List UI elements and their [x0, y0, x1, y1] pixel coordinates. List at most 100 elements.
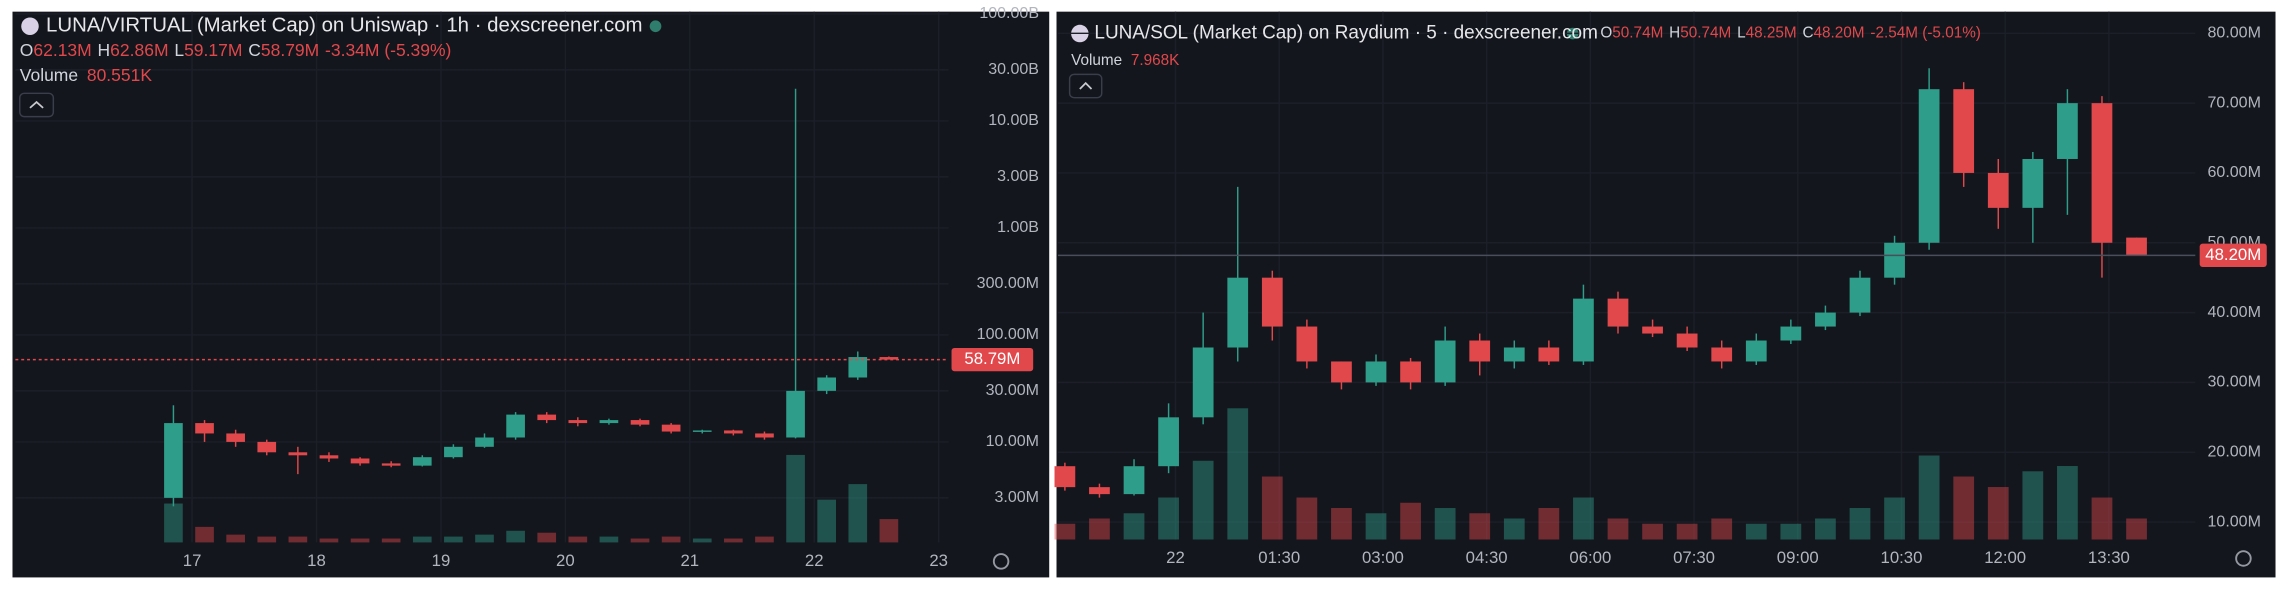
volume-bar [195, 526, 214, 543]
x-tick-label: 09:00 [1777, 548, 1819, 567]
volume-bar [1331, 508, 1352, 540]
volume-bar [1815, 518, 1836, 540]
volume-bar [164, 503, 183, 543]
candle-body [1676, 333, 1698, 348]
candle-body [475, 437, 494, 447]
volume-bar [1227, 408, 1249, 540]
candle-body [2126, 237, 2147, 256]
x-tick-label: 17 [183, 551, 202, 570]
ohlc-value: 48.25M [1746, 25, 1797, 42]
ohlc-value: 62.13M [33, 40, 91, 60]
x-tick-label: 13:30 [2088, 548, 2130, 567]
volume-bar [630, 538, 650, 543]
x-tick-label: 01:30 [1258, 548, 1300, 567]
candle-body [2022, 158, 2044, 208]
volume-bar [1745, 523, 1767, 540]
chart-title: LUNA/SOL (Market Cap) on Raydium · 5 · d… [1094, 23, 1597, 44]
volume-bar [1711, 518, 1733, 540]
candle-body [1849, 277, 1871, 313]
ohlc-legend: O62.13M H62.86M L59.17M C58.79M -3.34M (-5.3… [20, 40, 452, 60]
volume-bar [1365, 513, 1387, 540]
volume-bar [1676, 523, 1698, 540]
x-tick-label: 04:30 [1466, 548, 1508, 567]
volume-bar [1469, 513, 1491, 540]
candle-body [1884, 242, 1905, 278]
volume-bar [817, 499, 837, 543]
settings-button[interactable] [992, 553, 1010, 570]
candle-body [1400, 361, 1421, 383]
candle-body [1538, 347, 1560, 362]
x-tick-label: 22 [805, 551, 824, 570]
candle-body [195, 423, 214, 434]
candle-body [755, 433, 774, 438]
volume-bar [1953, 476, 1975, 540]
volume-bar [1192, 460, 1214, 540]
y-tick-label: 3.00B [997, 167, 1039, 185]
candle-body [1331, 361, 1352, 383]
ohlc-key: H [1669, 25, 1680, 42]
volume-bar [381, 538, 401, 543]
candle-body [1780, 326, 1802, 341]
volume-legend: Volume 80.551K [20, 64, 153, 84]
candle-body [412, 457, 432, 466]
volume-bar [226, 534, 245, 543]
collapse-icon [29, 100, 44, 109]
ohlc-value: 50.74M [1612, 25, 1663, 42]
volume-bar [1503, 518, 1525, 540]
ohlc-key: L [1737, 25, 1746, 42]
settings-button[interactable] [2235, 550, 2252, 567]
volume-bar [506, 530, 525, 543]
candle-body [879, 357, 899, 360]
volume-bar [1296, 497, 1318, 540]
ohlc-key: O [20, 40, 34, 60]
ohlc-change: -3.34M (-5.39%) [325, 40, 451, 60]
volume-bar [1400, 502, 1421, 540]
ohlc-legend: O50.74M H50.74M L48.25M C48.20M -2.54M (-5.0… [1600, 25, 1981, 42]
candle-body [817, 377, 837, 391]
price-tag-label: 58.79M [964, 349, 1020, 368]
x-tick-label: 12:00 [1984, 548, 2026, 567]
candle-body [568, 420, 588, 424]
candle-body [1711, 347, 1733, 362]
volume-bar [350, 538, 370, 543]
candle-body [1089, 487, 1110, 495]
ohlc-value: 50.74M [1680, 25, 1731, 42]
candle-body [1296, 326, 1318, 362]
collapse-button[interactable] [1068, 73, 1103, 99]
price-tag [2199, 243, 2267, 268]
ohlc-value: 59.17M [184, 40, 242, 60]
y-tick-label: 40.00M [2208, 303, 2261, 321]
volume-bar [1261, 476, 1283, 540]
candle-body [2091, 103, 2113, 243]
candle-body [724, 430, 743, 434]
x-tick-label: 20 [556, 551, 575, 570]
y-tick-label: 30.00M [2208, 373, 2261, 391]
volume-bar [2091, 497, 2113, 540]
candle-body [848, 357, 868, 378]
ohlc-value: 62.86M [110, 40, 168, 60]
volume-value: 80.551K [87, 64, 152, 84]
volume-bar [2126, 518, 2147, 540]
candle-body [350, 458, 370, 464]
ohlc-key: L [174, 40, 184, 60]
collapse-button[interactable] [19, 92, 55, 118]
volume-bar [1849, 508, 1871, 540]
volume-bar [475, 534, 494, 543]
candle-body [537, 414, 557, 421]
y-tick-label: 30.00M [986, 381, 1039, 399]
candle-body [1573, 298, 1594, 362]
collapse-icon [1079, 81, 1093, 90]
ohlc-value: 58.79M [261, 40, 319, 60]
candle-body [1815, 312, 1836, 327]
volume-bar [879, 519, 899, 543]
candle-body [1987, 172, 2009, 208]
candle-body [692, 430, 712, 432]
y-tick-label: 300.00M [977, 274, 1039, 292]
y-tick-label: 10.00M [2208, 512, 2261, 530]
volume-bar [848, 484, 868, 543]
candle-body [1365, 361, 1387, 383]
y-tick-label: 10.00B [988, 111, 1039, 129]
x-tick-label: 23 [929, 551, 948, 570]
candle-body [1192, 347, 1214, 418]
